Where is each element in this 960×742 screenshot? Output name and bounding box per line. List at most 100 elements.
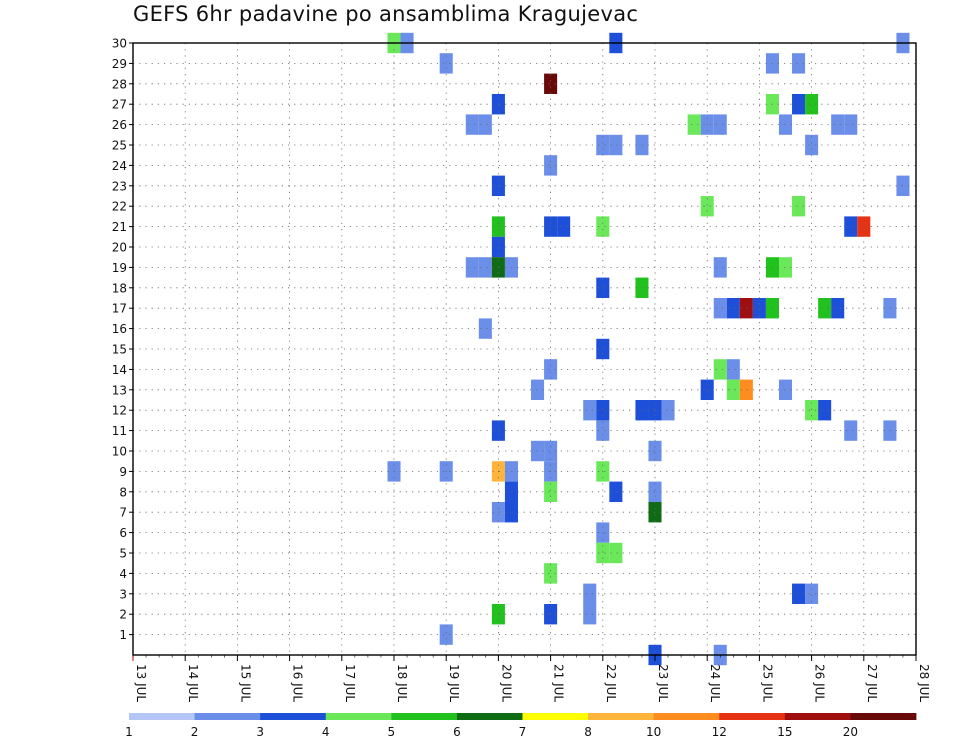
heatmap-cell <box>648 400 662 421</box>
colorbar-label: 3 <box>256 725 264 739</box>
colorbar-label: 10 <box>646 725 661 739</box>
y-tick-label: 27 <box>112 98 127 112</box>
heatmap-cell <box>726 379 740 400</box>
heatmap-cell <box>544 155 558 176</box>
heatmap-cell <box>478 114 492 135</box>
y-tick-label: 15 <box>112 343 127 357</box>
heatmap-cell <box>491 94 505 115</box>
heatmap-cell <box>491 502 505 523</box>
heatmap-cell <box>465 257 479 278</box>
heatmap-cell <box>583 604 597 625</box>
heatmap-cell <box>596 542 610 564</box>
y-tick-label: 17 <box>112 302 127 316</box>
x-tick-label: 23 JUL <box>656 664 670 702</box>
x-tick-label: 26 JUL <box>813 664 827 702</box>
colorbar-label: 8 <box>584 725 592 739</box>
heatmap-cell <box>531 379 545 400</box>
cells-layer <box>387 32 910 666</box>
heatmap-cell <box>609 542 623 564</box>
heatmap-cell <box>557 216 571 237</box>
heatmap-cell <box>805 583 819 604</box>
heatmap-cell <box>544 216 558 237</box>
y-tick-label: 3 <box>119 587 127 601</box>
heatmap-cell <box>713 114 727 135</box>
y-tick-label: 18 <box>112 281 127 295</box>
y-tick-label: 10 <box>112 445 127 459</box>
x-tick-label: 13 JUL <box>134 664 148 702</box>
x-tick-label: 21 JUL <box>552 664 566 702</box>
y-axis: 1234567891011121314151617181920212223242… <box>112 37 133 642</box>
colorbar-label: 1 <box>125 725 133 739</box>
heatmap-cell <box>818 298 832 319</box>
y-tick-label: 8 <box>119 485 127 499</box>
y-tick-label: 28 <box>112 77 127 91</box>
colorbar-swatch <box>522 713 589 720</box>
heatmap-cell <box>661 400 675 421</box>
y-tick-label: 20 <box>112 241 127 255</box>
y-tick-label: 16 <box>112 322 127 336</box>
heatmap-cell <box>596 522 610 543</box>
colorbar-swatch <box>260 713 327 720</box>
colorbar-swatch <box>588 713 655 720</box>
heatmap-cell <box>792 53 806 74</box>
heatmap-cell <box>596 134 610 156</box>
heatmap-cell <box>739 298 753 319</box>
heatmap-cell <box>818 400 832 421</box>
heatmap-cell <box>844 216 858 237</box>
heatmap-cell <box>792 583 806 604</box>
y-tick-label: 26 <box>112 118 127 132</box>
colorbar-label: 20 <box>843 725 858 739</box>
colorbar-label: 5 <box>388 725 396 739</box>
heatmap-cell <box>544 481 558 502</box>
heatmap-cell <box>805 134 819 156</box>
heatmap-cell <box>583 400 597 421</box>
heatmap-cell <box>596 277 610 298</box>
y-tick-label: 6 <box>119 526 127 540</box>
y-tick-label: 12 <box>112 404 127 418</box>
heatmap-cell <box>713 257 727 278</box>
y-tick-label: 11 <box>112 424 127 438</box>
grid-layer <box>133 42 916 655</box>
heatmap-cell <box>713 359 727 380</box>
heatmap-cell <box>792 94 806 115</box>
y-tick-label: 13 <box>112 383 127 397</box>
y-tick-label: 23 <box>112 179 127 193</box>
heatmap-cell <box>857 216 871 237</box>
x-tick-label: 16 JUL <box>291 664 305 702</box>
heatmap-cell <box>491 420 505 441</box>
colorbar-swatch <box>391 713 458 720</box>
heatmap-cell <box>439 624 453 645</box>
heatmap-cell <box>544 359 558 380</box>
colorbar-label: 6 <box>453 725 461 739</box>
heatmap-cell <box>831 298 845 319</box>
x-tick-label: 15 JUL <box>238 664 252 702</box>
x-tick-label: 27 JUL <box>865 664 879 702</box>
heatmap-cell <box>778 379 793 400</box>
heatmap-cell <box>648 440 662 462</box>
heatmap-cell <box>478 318 492 339</box>
y-tick-label: 24 <box>112 159 127 173</box>
heatmap-cell <box>609 134 623 156</box>
y-tick-label: 14 <box>112 363 127 377</box>
y-tick-label: 25 <box>112 139 127 153</box>
y-tick-label: 29 <box>112 57 127 71</box>
colorbar-swatch <box>325 713 392 720</box>
heatmap-cell <box>439 53 453 74</box>
y-tick-label: 4 <box>119 567 127 581</box>
heatmap-cell <box>465 114 479 135</box>
x-tick-label: 24 JUL <box>708 664 722 702</box>
heatmap-cell <box>544 440 558 462</box>
colorbar-label: 4 <box>322 725 330 739</box>
heatmap-cell <box>491 216 505 237</box>
heatmap-cell <box>596 420 610 441</box>
colorbar-swatch <box>129 713 195 720</box>
heatmap-cell <box>544 563 558 584</box>
colorbar-swatch <box>850 713 917 720</box>
colorbar-label: 2 <box>191 725 199 739</box>
x-tick-label: 28 JUL <box>917 664 931 702</box>
heatmap-cell <box>544 73 558 94</box>
y-tick-label: 7 <box>119 506 127 520</box>
y-tick-label: 30 <box>112 37 127 51</box>
colorbar-swatch <box>653 713 720 720</box>
